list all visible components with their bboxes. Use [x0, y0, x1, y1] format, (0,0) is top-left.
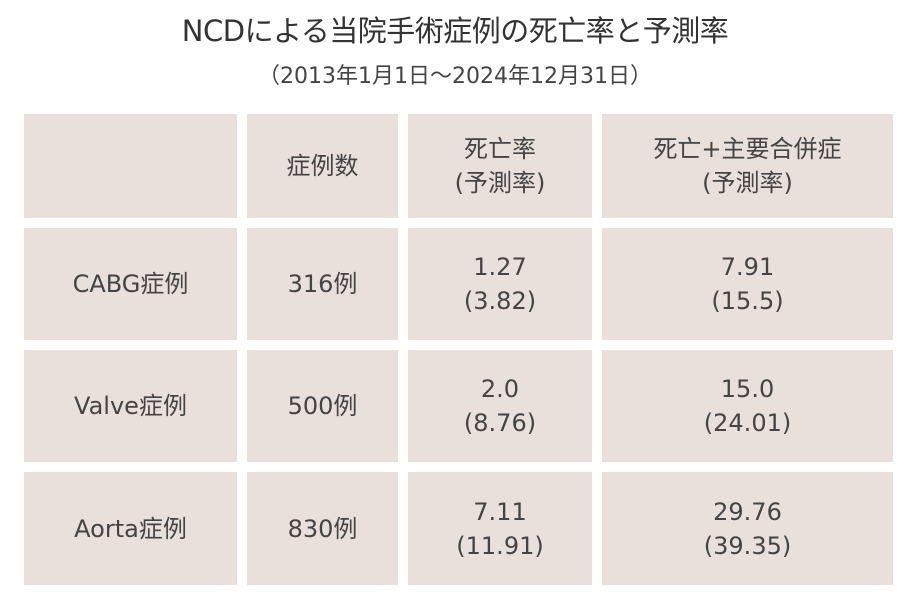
- table-cell: 2.0 (8.76): [408, 350, 592, 462]
- cell-text: (3.82): [463, 287, 537, 315]
- table-cell: 7.11 (11.91): [408, 472, 592, 585]
- cell-text: 7.91: [720, 253, 775, 281]
- table-cell: Aorta症例: [24, 472, 237, 585]
- cell-text: 830例: [287, 514, 358, 543]
- title: NCDによる当院手術症例の死亡率と予測率: [181, 14, 729, 48]
- table-cell: CABG症例: [24, 228, 237, 340]
- cell-text: (8.76): [463, 409, 537, 437]
- cell-text: 500例: [287, 392, 358, 420]
- cell-text: 316例: [287, 270, 358, 298]
- cell-text: (11.91): [456, 531, 544, 560]
- table-cell: 15.0 (24.01): [602, 350, 893, 462]
- cell-text: Aorta症例: [74, 514, 187, 543]
- cell-text: 2.0: [480, 375, 520, 403]
- table-cell: 500例: [247, 350, 398, 462]
- table-cell: Valve症例: [24, 350, 237, 462]
- table-cell: 830例: [247, 472, 398, 585]
- cell-text: 7.11: [473, 497, 527, 526]
- subtitle: （2013年1月1日～2024年12月31日）: [258, 64, 652, 89]
- cell-text: 1.27: [473, 253, 527, 281]
- cell-text: 死亡+主要合併症: [653, 135, 842, 163]
- header-cell: 症例数: [247, 114, 398, 218]
- cell-text: (39.35): [703, 531, 792, 560]
- header-cell: 死亡率 (予測率): [408, 114, 592, 218]
- table-cell: 7.91 (15.5): [602, 228, 893, 340]
- cell-text: Valve症例: [74, 392, 187, 420]
- cell-text: 症例数: [286, 152, 359, 180]
- cell-text: (予測率): [702, 169, 793, 197]
- cell-text: (24.01): [703, 409, 792, 437]
- table-cell: 1.27 (3.82): [408, 228, 592, 340]
- header-cell: [24, 114, 237, 218]
- table-cell: 29.76 (39.35): [602, 472, 893, 585]
- cell-text: 15.0: [720, 375, 775, 403]
- cell-text: 死亡率: [464, 135, 536, 163]
- cell-text: (予測率): [454, 169, 546, 197]
- table-cell: 316例: [247, 228, 398, 340]
- header-cell: 死亡+主要合併症 (予測率): [602, 114, 893, 218]
- cell-text: CABG症例: [72, 270, 189, 298]
- cell-text: 29.76: [713, 497, 782, 526]
- cell-text: (15.5): [711, 287, 784, 315]
